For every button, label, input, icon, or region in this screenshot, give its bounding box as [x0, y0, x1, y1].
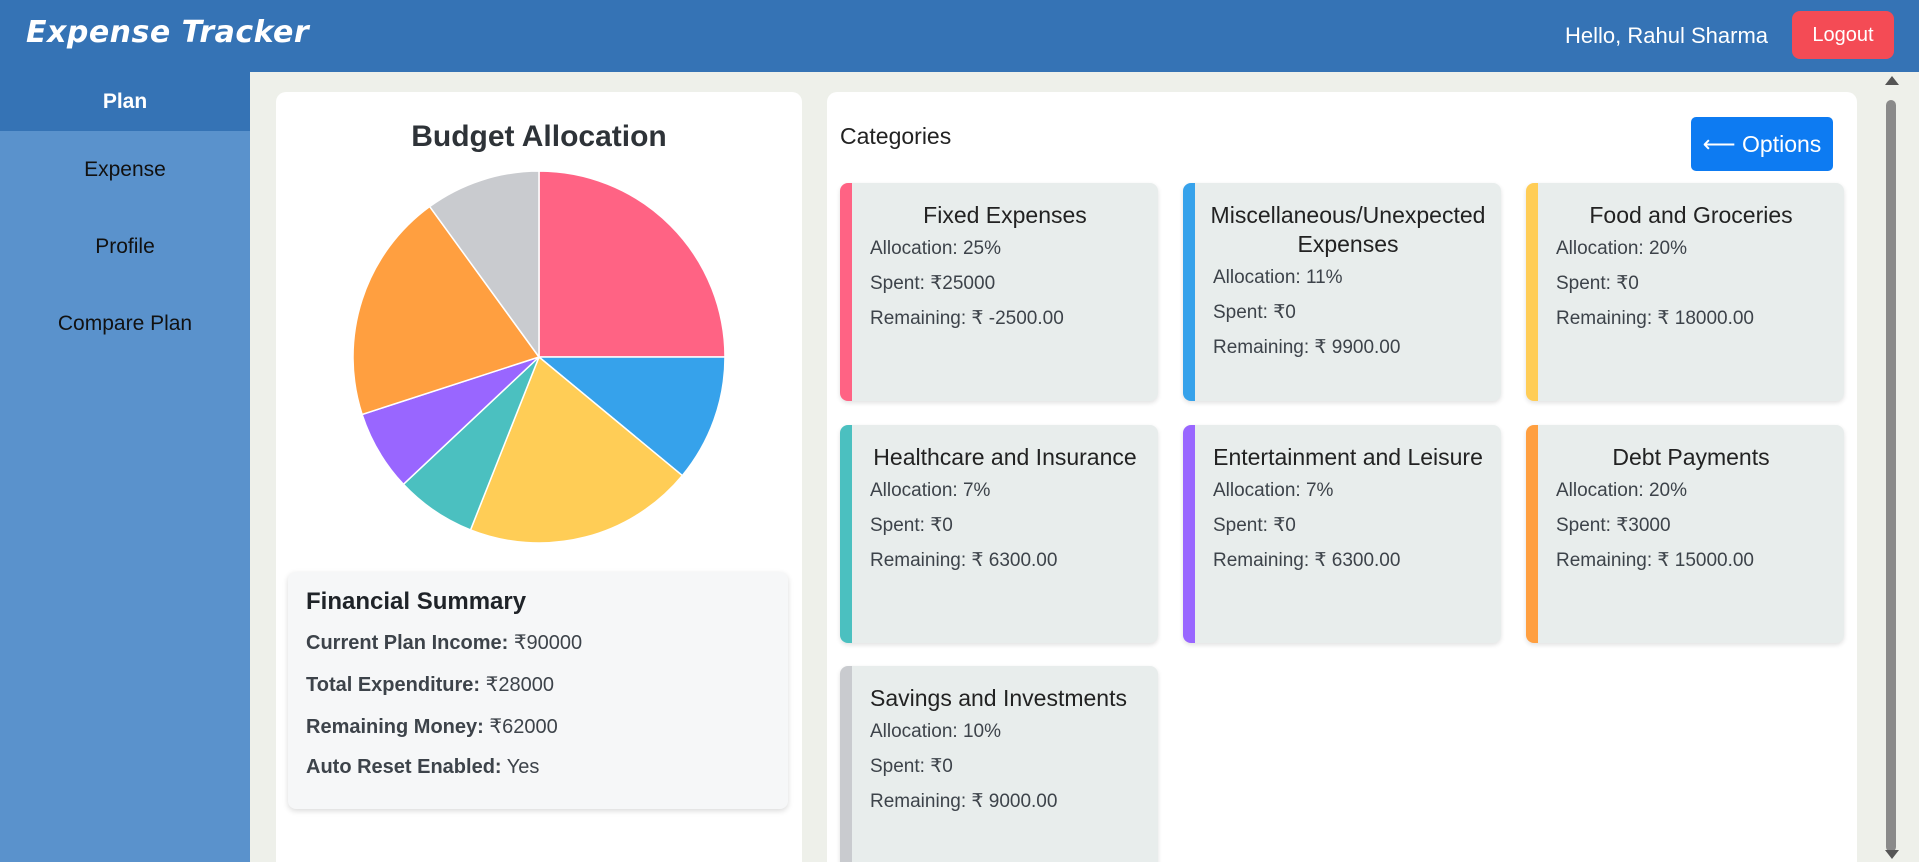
category-remaining: Remaining: ₹ -2500.00 — [870, 308, 1064, 329]
summary-row-expenditure: Total Expenditure: ₹28000 — [306, 672, 770, 697]
category-name: Miscellaneous/Unexpected Expenses — [1210, 202, 1486, 257]
user-greeting: Hello, Rahul Sharma — [1565, 23, 1768, 48]
category-card-food-groceries[interactable]: Food and Groceries Allocation: 20% Spent… — [1526, 183, 1844, 401]
sidebar-item-expense[interactable]: Expense — [84, 158, 166, 181]
options-button[interactable]: ⟵ Options — [1691, 117, 1833, 171]
category-allocation: Allocation: 25% — [870, 238, 1001, 259]
category-allocation: Allocation: 20% — [1556, 480, 1687, 501]
chart-title: Budget Allocation — [411, 120, 667, 153]
summary-label: Auto Reset Enabled: — [306, 756, 502, 778]
category-remaining: Remaining: ₹ 9900.00 — [1213, 337, 1401, 358]
sidebar-item-plan[interactable]: Plan — [0, 72, 250, 131]
scroll-up-arrow-icon[interactable] — [1885, 76, 1899, 85]
category-spent: Spent: ₹0 — [870, 515, 953, 536]
summary-row-remaining: Remaining Money: ₹62000 — [306, 714, 770, 739]
category-remaining: Remaining: ₹ 6300.00 — [1213, 550, 1401, 571]
pie-slice-miscellaneous-unexpected-expenses[interactable] — [536, 356, 726, 477]
summary-row-income: Current Plan Income: ₹90000 — [306, 630, 770, 655]
summary-label: Current Plan Income: — [306, 632, 509, 654]
categories-heading: Categories — [840, 123, 952, 149]
category-remaining: Remaining: ₹ 18000.00 — [1556, 308, 1754, 329]
pie-slice-debt-payments[interactable] — [352, 205, 541, 416]
category-name: Fixed Expenses — [923, 202, 1087, 228]
financial-summary: Financial Summary Current Plan Income: ₹… — [288, 572, 788, 809]
summary-row-auto-reset: Auto Reset Enabled: Yes — [306, 756, 770, 779]
scroll-down-arrow-icon[interactable] — [1885, 850, 1899, 859]
summary-value: Yes — [506, 756, 540, 778]
sidebar-item-compare-plan[interactable]: Compare Plan — [57, 312, 193, 335]
scroll-thumb[interactable] — [1886, 100, 1896, 852]
category-spent: Spent: ₹25000 — [870, 273, 996, 294]
category-card-entertainment[interactable]: Entertainment and Leisure Allocation: 7%… — [1183, 425, 1501, 643]
category-allocation: Allocation: 20% — [1556, 238, 1687, 259]
budget-pie-chart — [352, 170, 726, 544]
summary-title: Financial Summary — [306, 588, 527, 615]
category-spent: Spent: ₹0 — [1213, 302, 1296, 323]
app-title: Expense Tracker — [26, 15, 310, 50]
category-name: Debt Payments — [1612, 444, 1770, 470]
category-allocation: Allocation: 7% — [870, 480, 991, 501]
category-allocation: Allocation: 11% — [1213, 267, 1343, 288]
pie-slice-food-and-groceries[interactable] — [469, 355, 684, 544]
category-name: Savings and Investments — [870, 685, 1127, 711]
summary-value: ₹28000 — [485, 674, 554, 696]
categories-panel: Categories ⟵ Options Fixed Expenses Allo… — [827, 92, 1857, 862]
category-allocation: Allocation: 7% — [1213, 480, 1334, 501]
summary-label: Total Expenditure: — [306, 674, 481, 696]
category-spent: Spent: ₹0 — [870, 756, 953, 777]
category-card-fixed-expenses[interactable]: Fixed Expenses Allocation: 25% Spent: ₹2… — [840, 183, 1158, 401]
category-allocation: Allocation: 10% — [870, 721, 1001, 742]
category-remaining: Remaining: ₹ 6300.00 — [870, 550, 1058, 571]
summary-value: ₹90000 — [513, 632, 583, 654]
category-remaining: Remaining: ₹ 15000.00 — [1556, 550, 1754, 571]
pie-slice-savings-and-investments[interactable] — [428, 170, 540, 360]
logout-button[interactable]: Logout — [1792, 11, 1894, 59]
category-card-savings[interactable]: Savings and Investments Allocation: 10% … — [840, 666, 1158, 862]
sidebar: Plan Expense Profile Compare Plan — [0, 72, 250, 862]
pie-slice-fixed-expenses[interactable] — [538, 170, 726, 358]
category-remaining: Remaining: ₹ 9000.00 — [870, 791, 1058, 812]
sidebar-item-profile[interactable]: Profile — [95, 235, 155, 258]
budget-panel: Budget Allocation Financial Summary Curr… — [276, 92, 802, 862]
top-bar: Expense Tracker Hello, Rahul Sharma Logo… — [0, 0, 1919, 72]
category-name: Entertainment and Leisure — [1213, 444, 1483, 470]
category-card-debt-payments[interactable]: Debt Payments Allocation: 20% Spent: ₹30… — [1526, 425, 1844, 643]
summary-value: ₹62000 — [489, 716, 558, 738]
category-name: Food and Groceries — [1589, 202, 1793, 228]
category-card-healthcare[interactable]: Healthcare and Insurance Allocation: 7% … — [840, 425, 1158, 643]
page-scrollbar[interactable] — [1882, 72, 1902, 862]
category-spent: Spent: ₹0 — [1213, 515, 1296, 536]
category-name: Healthcare and Insurance — [873, 444, 1137, 470]
category-spent: Spent: ₹0 — [1556, 273, 1639, 294]
summary-label: Remaining Money: — [306, 716, 484, 738]
category-card-miscellaneous[interactable]: Miscellaneous/Unexpected Expenses Alloca… — [1183, 183, 1501, 401]
category-spent: Spent: ₹3000 — [1556, 515, 1671, 536]
